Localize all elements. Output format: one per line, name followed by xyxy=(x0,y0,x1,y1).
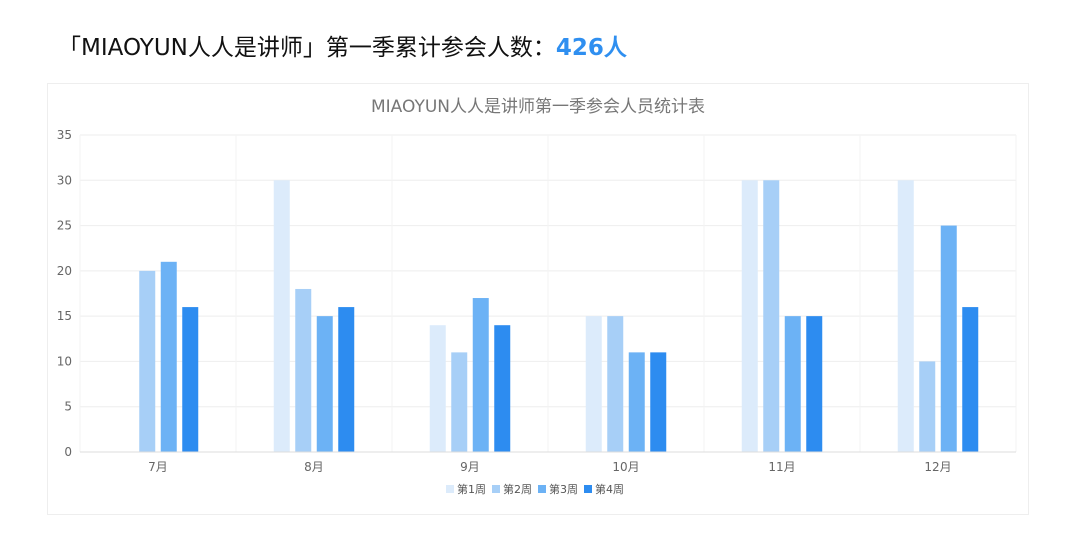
chart-grid xyxy=(79,134,1017,453)
x-axis: 7月 8月 9月 10月 11月 12月 xyxy=(80,451,1016,474)
y-tick-label: 5 xyxy=(64,400,72,414)
y-tick-label: 30 xyxy=(57,173,72,187)
bar[interactable] xyxy=(494,325,511,452)
headline-prefix: 「MIAOYUN人人是讲师」第一季累计参会人数： xyxy=(58,35,556,61)
x-tick-label: 12月 xyxy=(924,460,951,474)
bar[interactable] xyxy=(139,270,156,452)
y-axis: 0 5 10 15 20 25 30 35 xyxy=(57,128,72,459)
bar[interactable] xyxy=(316,316,333,452)
bar[interactable] xyxy=(962,307,979,452)
chart-title: MIAOYUN人人是讲师第一季参会人员统计表 xyxy=(371,97,705,117)
bar[interactable] xyxy=(919,361,936,452)
legend-label[interactable]: 第3周 xyxy=(549,482,578,496)
bar[interactable] xyxy=(160,261,177,452)
x-tick-label: 7月 xyxy=(148,460,168,474)
y-tick-label: 25 xyxy=(57,219,72,233)
x-tick-label: 11月 xyxy=(768,460,795,474)
bar-chart: MIAOYUN人人是讲师第一季参会人员统计表 0 5 10 15 20 25 30 35 7月… xyxy=(57,97,1017,496)
legend-swatch[interactable] xyxy=(446,485,454,493)
bar[interactable] xyxy=(451,352,468,452)
y-tick-label: 0 xyxy=(64,445,72,459)
bar[interactable] xyxy=(897,180,914,452)
bar[interactable] xyxy=(650,352,667,452)
bar[interactable] xyxy=(607,316,624,452)
legend-label[interactable]: 第2周 xyxy=(503,482,532,496)
bar[interactable] xyxy=(429,325,446,452)
bar[interactable] xyxy=(784,316,801,452)
x-tick-label: 9月 xyxy=(460,460,480,474)
bar[interactable] xyxy=(273,180,290,452)
bar[interactable] xyxy=(182,307,199,452)
legend-swatch[interactable] xyxy=(538,485,546,493)
bar[interactable] xyxy=(940,225,957,452)
y-tick-label: 15 xyxy=(57,309,72,323)
bar[interactable] xyxy=(806,316,823,452)
x-tick-label: 8月 xyxy=(304,460,324,474)
legend-label[interactable]: 第1周 xyxy=(457,482,486,496)
page-headline: 「MIAOYUN人人是讲师」第一季累计参会人数：426人 xyxy=(58,28,627,62)
y-tick-label: 10 xyxy=(57,354,72,368)
chart-card: MIAOYUN人人是讲师第一季参会人员统计表 0 5 10 15 20 25 30 35 7月… xyxy=(47,83,1029,515)
legend-label[interactable]: 第4周 xyxy=(595,482,624,496)
bar[interactable] xyxy=(472,298,489,452)
bar[interactable] xyxy=(295,288,312,452)
x-tick-label: 10月 xyxy=(612,460,639,474)
bar-series xyxy=(139,180,979,452)
participant-total: 426人 xyxy=(555,35,627,61)
chart-legend[interactable]: 第1周 第2周 第3周 第4周 xyxy=(446,482,624,496)
bar[interactable] xyxy=(628,352,645,452)
y-tick-label: 35 xyxy=(57,128,72,142)
legend-swatch[interactable] xyxy=(492,485,500,493)
bar[interactable] xyxy=(338,307,355,452)
bar[interactable] xyxy=(741,180,758,452)
y-tick-label: 20 xyxy=(57,264,72,278)
legend-swatch[interactable] xyxy=(584,485,592,493)
bar[interactable] xyxy=(763,180,780,452)
bar[interactable] xyxy=(585,316,602,452)
